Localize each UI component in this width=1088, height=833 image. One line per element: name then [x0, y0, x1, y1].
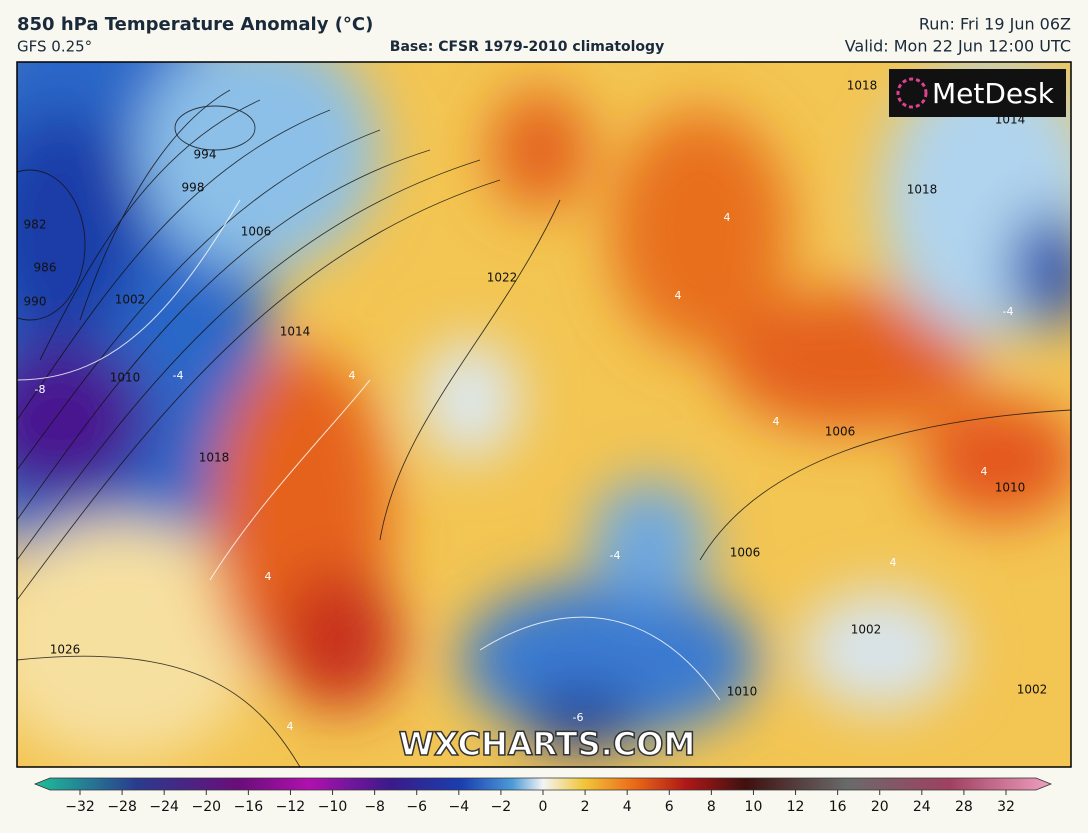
isobar-label: 998 [182, 181, 205, 195]
anomaly-label: 4 [773, 415, 780, 428]
isobar-label: 1018 [847, 79, 878, 93]
anomaly-label: -4 [610, 549, 621, 562]
colorbar-label: −16 [234, 799, 264, 815]
anomaly-label: -4 [1003, 305, 1014, 318]
colorbar [33, 777, 1053, 791]
isobar-label: 1002 [851, 623, 882, 637]
logo: MetDesk [932, 77, 1055, 110]
isobar-label: 1010 [995, 481, 1026, 495]
isobar-label: 1022 [487, 271, 518, 285]
colorbar-label: −8 [364, 799, 385, 815]
anomaly-label: 4 [724, 211, 731, 224]
anomaly-label: -4 [173, 369, 184, 382]
watermark: WXCHARTS.COM [399, 725, 696, 763]
isobar-label: 1006 [241, 225, 272, 239]
map-frame [16, 61, 1072, 768]
logo-box [889, 69, 1066, 117]
colorbar-label: 4 [623, 799, 632, 815]
anomaly-label: -8 [35, 383, 46, 396]
isobar-label: 1002 [115, 293, 146, 307]
anomaly-label: 4 [675, 289, 682, 302]
anomaly-label: -6 [573, 711, 584, 724]
colorbar-label: −24 [149, 799, 179, 815]
logo-icon [896, 77, 928, 109]
base: Base: CFSR 1979-2010 climatology [390, 39, 664, 55]
model: GFS 0.25° [17, 38, 92, 56]
valid: Valid: Mon 22 Jun 12:00 UTC [845, 37, 1071, 56]
colorbar-label: 12 [787, 799, 805, 815]
colorbar-label: 10 [745, 799, 763, 815]
colorbar-label: −32 [65, 799, 95, 815]
colorbar-label: −4 [448, 799, 469, 815]
colorbar-label: 28 [955, 799, 973, 815]
isobar-label: 1018 [199, 451, 230, 465]
isobar-label: 1010 [110, 371, 141, 385]
isobar-label: 982 [24, 218, 47, 232]
colorbar-label: −20 [191, 799, 221, 815]
anomaly-label: 4 [890, 556, 897, 569]
colorbar-label: −10 [318, 799, 348, 815]
isobar-label: 994 [194, 148, 217, 162]
title: 850 hPa Temperature Anomaly (°C) [17, 14, 373, 35]
isobar-label: 990 [24, 295, 47, 309]
colorbar-label: 24 [913, 799, 931, 815]
map [17, 62, 1071, 767]
anomaly-label: 4 [287, 720, 294, 733]
colorbar-label: −28 [107, 799, 137, 815]
isobar-label: 1014 [995, 113, 1026, 127]
colorbar-label: −2 [491, 799, 512, 815]
isobar-label: 1006 [825, 425, 856, 439]
colorbar-label: −6 [406, 799, 427, 815]
colorbar-label: 16 [829, 799, 847, 815]
anomaly-label: 4 [265, 570, 272, 583]
isobar-label: 1026 [50, 643, 81, 657]
colorbar-label: 8 [707, 799, 716, 815]
isobar-label: 1014 [280, 325, 311, 339]
colorbar-label: 6 [665, 799, 674, 815]
colorbar-label: 0 [539, 799, 548, 815]
isobar-label: 986 [34, 261, 57, 275]
colorbar-label: 2 [581, 799, 590, 815]
colorbar-label: 32 [997, 799, 1015, 815]
colorbar-label: −12 [276, 799, 306, 815]
colorbar-label: 20 [871, 799, 889, 815]
isobar-label: 1006 [730, 546, 761, 560]
anomaly-label: 4 [981, 465, 988, 478]
anomaly-label: 4 [349, 369, 356, 382]
run: Run: Fri 19 Jun 06Z [919, 15, 1071, 34]
isobar-label: 1018 [907, 183, 938, 197]
isobar-label: 1010 [727, 685, 758, 699]
isobar-label: 1002 [1017, 683, 1048, 697]
